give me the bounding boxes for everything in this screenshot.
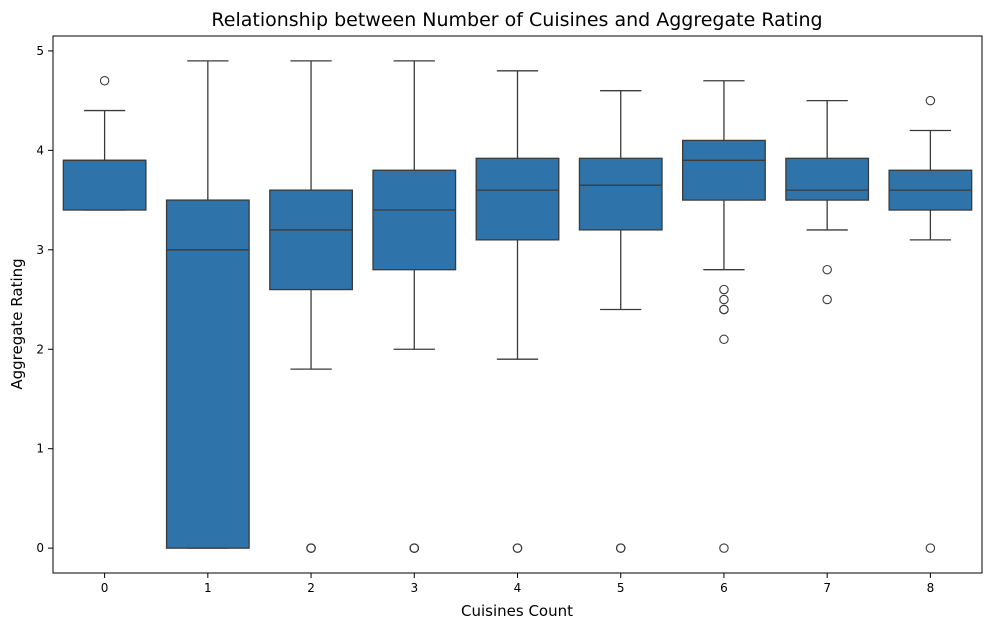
- box-1: [165, 199, 250, 549]
- box-2: [269, 189, 353, 291]
- y-tick-label: 5: [36, 44, 44, 58]
- outlier-point: [306, 543, 316, 553]
- y-axis-label: Aggregate Rating: [8, 258, 26, 389]
- y-tick-label: 4: [36, 143, 44, 157]
- outlier-point: [99, 76, 110, 86]
- outlier-point: [719, 294, 729, 305]
- outlier-point: [719, 304, 729, 315]
- outlier-point: [615, 543, 626, 553]
- outlier-point: [512, 543, 523, 553]
- outlier-point: [822, 294, 832, 305]
- x-tick-label: 2: [307, 581, 315, 595]
- x-tick-label: 8: [927, 581, 935, 595]
- box-6: [682, 139, 766, 201]
- box-7: [785, 157, 870, 201]
- outlier-point: [719, 334, 729, 345]
- outlier-point: [925, 95, 936, 106]
- outlier-point: [719, 543, 729, 553]
- outlier-point: [925, 543, 936, 553]
- outlier-point: [409, 543, 420, 553]
- chart-title: Relationship between Number of Cuisines …: [211, 9, 822, 31]
- plot-area: 0 1 2 3 4 5 6 7 8 0 1 2 3 4 5: [36, 35, 983, 595]
- box-4: [475, 157, 560, 241]
- box-0: [62, 159, 147, 211]
- x-tick-label: 4: [514, 581, 522, 595]
- x-tick-label: 0: [101, 581, 109, 595]
- x-axis-label: Cuisines Count: [461, 602, 573, 620]
- y-tick-label: 3: [36, 243, 44, 257]
- outlier-point: [719, 284, 729, 295]
- x-tick-label: 7: [823, 581, 831, 595]
- x-tick-label: 6: [720, 581, 728, 595]
- x-tick-label: 5: [617, 581, 625, 595]
- x-tick-label: 1: [204, 581, 212, 595]
- y-tick-label: 0: [36, 541, 44, 555]
- box-5: [578, 157, 663, 231]
- x-tick-label: 3: [410, 581, 418, 595]
- outlier-point: [822, 264, 832, 275]
- y-tick-label: 1: [36, 442, 44, 456]
- y-tick-label: 2: [36, 342, 44, 356]
- box-3: [372, 169, 457, 271]
